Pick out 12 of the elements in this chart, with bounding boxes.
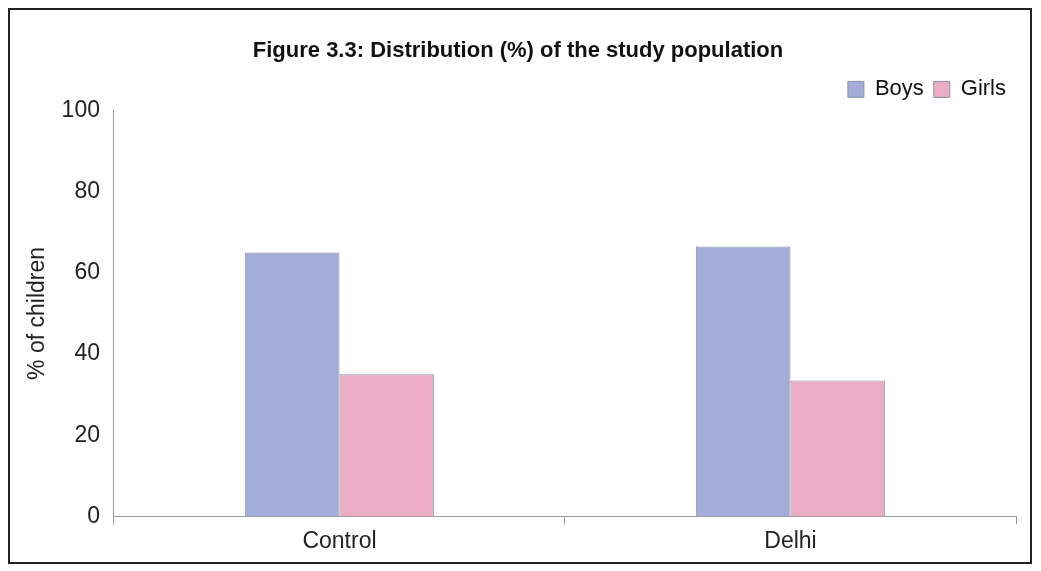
x-tick-label: Control: [302, 526, 377, 553]
y-tick-label: 20: [74, 420, 100, 447]
y-tick-label: 0: [87, 501, 100, 528]
y-axis-title: % of children: [23, 246, 50, 380]
y-tick-label: 60: [74, 258, 100, 285]
legend-label: Boys: [874, 75, 924, 101]
y-tick-label: 80: [74, 176, 100, 203]
y-tick-label: 100: [61, 95, 100, 122]
chart-title: Figure 3.3: Distribution (%) of the study population: [252, 37, 784, 63]
legend-label: Girls: [960, 75, 1006, 101]
y-tick-label: 40: [74, 339, 100, 366]
x-tick-label: Delhi: [764, 526, 817, 553]
